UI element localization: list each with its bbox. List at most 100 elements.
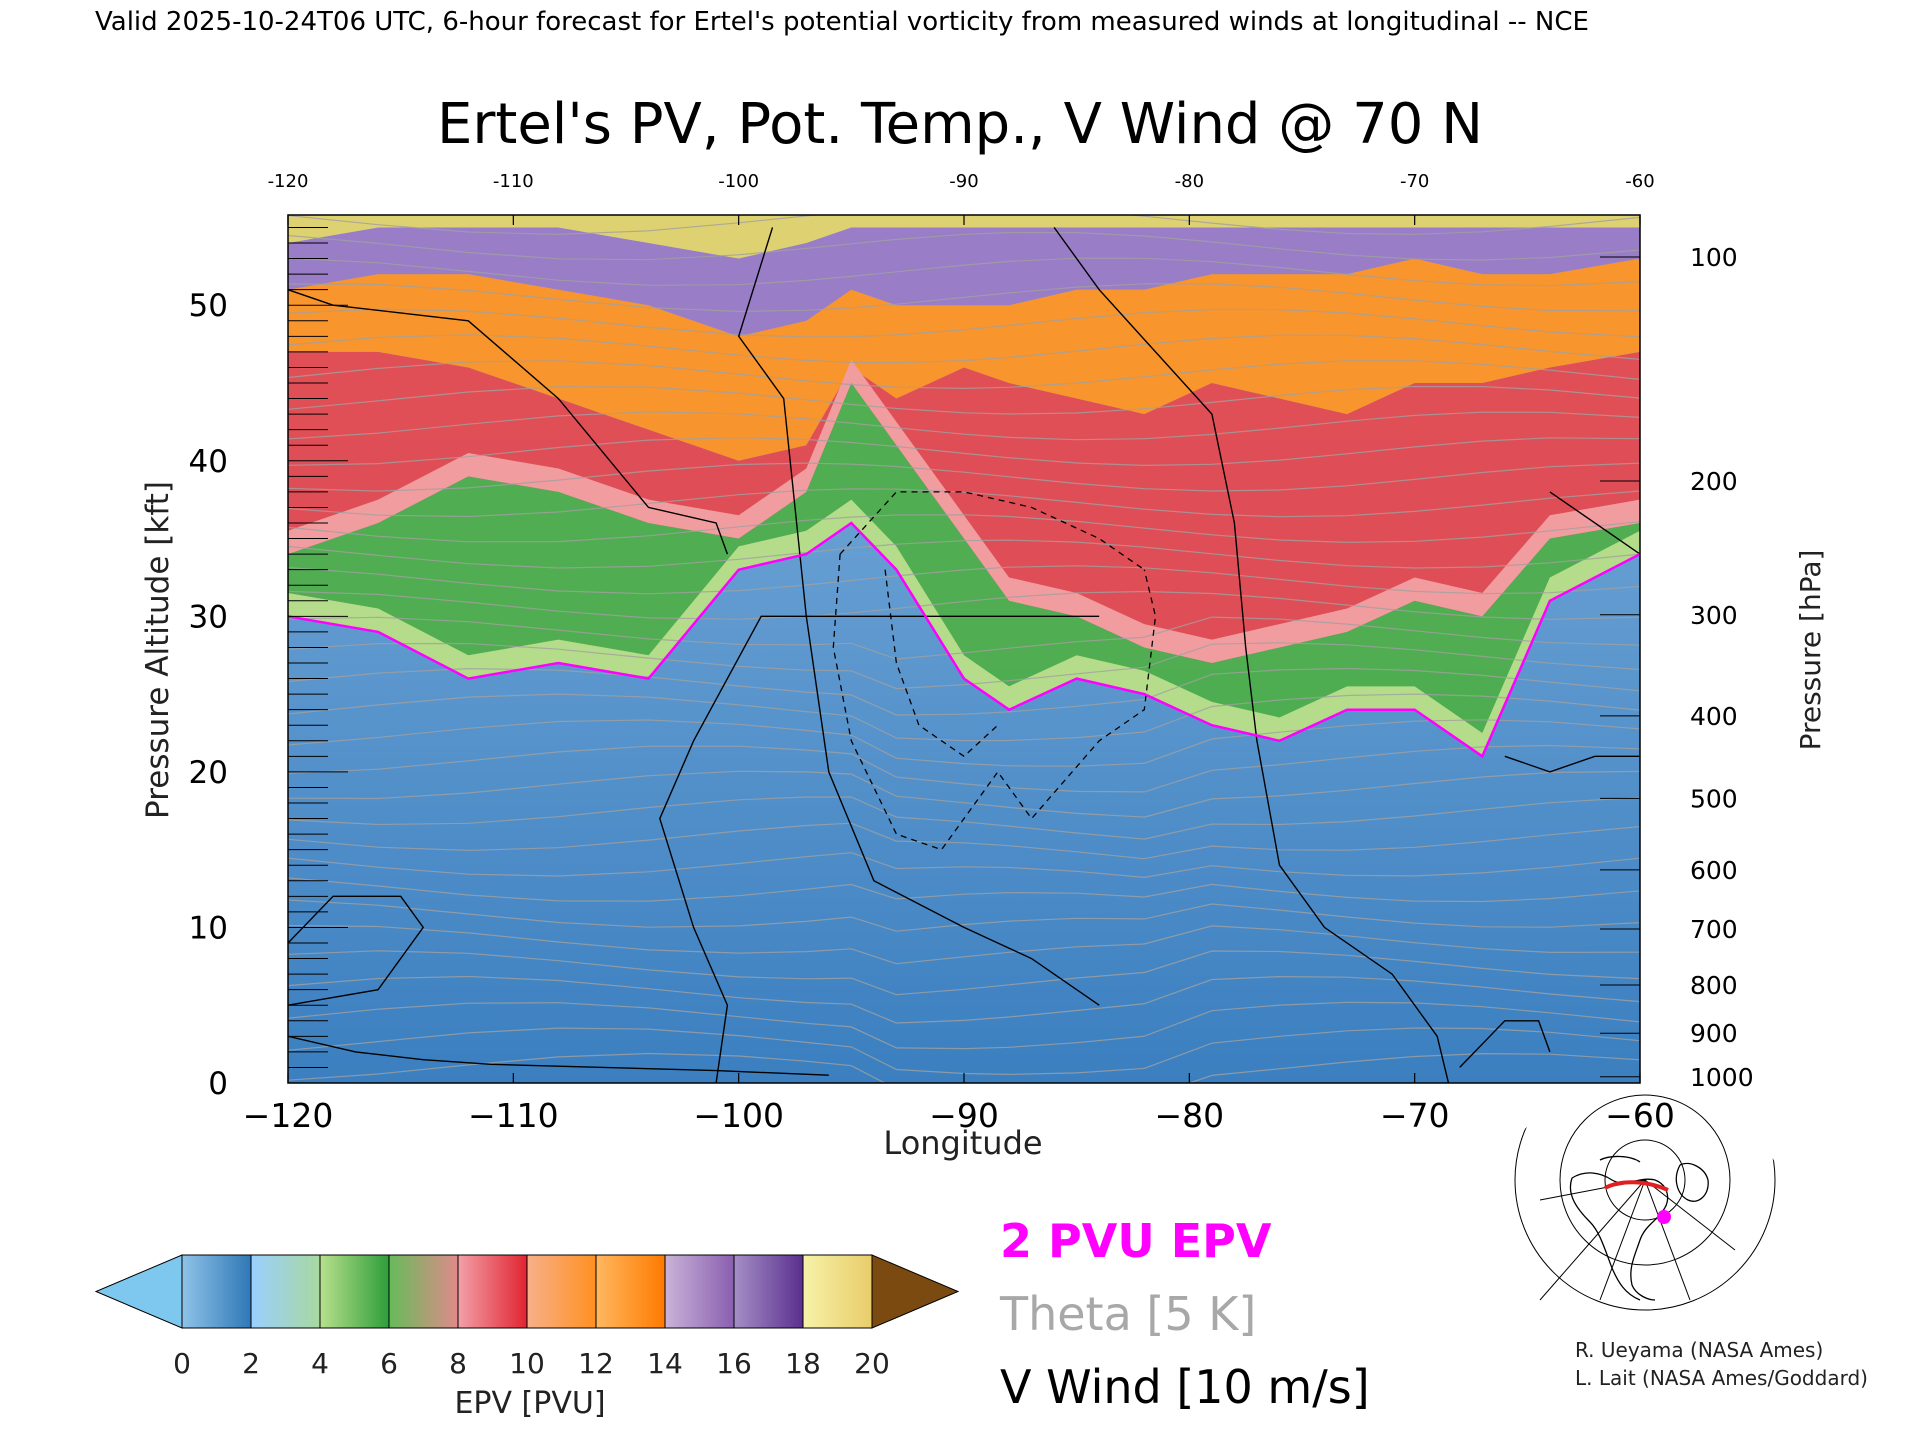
y-tick-label: 40	[189, 444, 228, 480]
v-wind-contour-solid	[288, 1035, 829, 1076]
theta-contour	[288, 693, 1640, 742]
theta-contour	[288, 975, 1640, 1024]
colorbar-segment	[319, 1254, 390, 1329]
plot-area	[288, 215, 1640, 1083]
colorbar: 0 2 4 6 8 10 12 14 16 18 20	[94, 1254, 960, 1380]
theta-contour	[288, 215, 1640, 236]
theta-contour	[288, 950, 1640, 996]
theta-contour	[288, 488, 1640, 518]
y-tick-label: 50	[189, 288, 228, 324]
v-wind-contour-solid	[1504, 755, 1640, 773]
theta-contour	[288, 924, 1640, 965]
pressure-tick-label: 200	[1690, 467, 1738, 496]
x-tick-label: −70	[1380, 1096, 1450, 1135]
y-axis-title-right: Pressure [hPa]	[1794, 550, 1827, 751]
band-14-18-pvu	[288, 227, 1640, 337]
chart-title: Ertel's PV, Pot. Temp., V Wind @ 70 N	[437, 92, 1483, 157]
theta-contour	[288, 308, 1640, 338]
pressure-tick-label: 500	[1690, 784, 1738, 813]
x-tick-label: −110	[468, 1096, 559, 1135]
top-x-tick-label: -70	[1400, 171, 1429, 192]
valid-time-header: Valid 2025-10-24T06 UTC, 6-hour forecast…	[95, 7, 1589, 37]
theta-contour	[288, 1027, 1640, 1076]
theta-contour	[288, 590, 1640, 621]
theta-contour	[288, 616, 1640, 660]
colorbar-label: EPV [PVU]	[454, 1386, 605, 1421]
two-pvu-contour	[288, 521, 1640, 759]
v-wind-contours	[288, 226, 1640, 1083]
theta-contour	[288, 436, 1640, 467]
top-x-tick-label: -100	[718, 171, 759, 192]
band-6-10-pvu	[288, 351, 1640, 663]
top-x-tick-label: -80	[1175, 171, 1204, 192]
inset-location-dot	[1657, 1210, 1671, 1224]
v-wind-contour-solid	[288, 895, 425, 1006]
v-wind-contour-solid	[1549, 491, 1640, 555]
colorbar-tick-label: 14	[647, 1347, 683, 1380]
theta-contour	[288, 744, 1640, 793]
location-inset-map	[1514, 1080, 1776, 1311]
colorbar-tick-label: 8	[449, 1347, 467, 1380]
pressure-tick-label: 700	[1690, 915, 1738, 944]
pressure-tick-label: 100	[1690, 243, 1738, 272]
v-wind-contour-solid	[737, 227, 1100, 1006]
y-axis-title-left: Pressure Altitude [kft]	[140, 481, 176, 819]
theta-contour	[288, 231, 1640, 261]
y-tick-label: 20	[189, 755, 228, 791]
band-18-20-pvu	[288, 215, 1640, 259]
pressure-tick-label: 300	[1690, 601, 1738, 630]
theta-contour	[288, 822, 1640, 860]
x-tick-label: −80	[1155, 1096, 1225, 1135]
y-tick-label: 0	[208, 1066, 228, 1102]
y-tick-label: 30	[189, 599, 228, 635]
colorbar-tick-label: 18	[785, 1347, 821, 1380]
colorbar-segment	[457, 1254, 528, 1329]
top-x-tick-label: -120	[268, 171, 309, 192]
theta-contour	[288, 539, 1640, 569]
theta-contours	[288, 215, 1640, 1083]
top-x-tick-label: -110	[493, 171, 534, 192]
colorbar-segment	[802, 1254, 873, 1329]
v-wind-contour-dashed	[832, 554, 1157, 851]
colorbar-segment	[388, 1254, 459, 1329]
axes: −120 -120 −110 -110 −100 -100 −90 -90 −80 -80 −70 -…	[189, 171, 1754, 1135]
theta-contour	[288, 899, 1640, 932]
theta-contour	[288, 514, 1640, 544]
theta-contour	[288, 1052, 1640, 1083]
x-tick-label: −120	[243, 1096, 334, 1135]
colorbar-segment	[181, 1254, 252, 1329]
top-x-tick-label: -90	[949, 171, 978, 192]
colorbar-tick-label: 0	[173, 1347, 191, 1380]
x-tick-label: −100	[693, 1096, 784, 1135]
theta-contour	[288, 334, 1640, 364]
colorbar-tick-label: 4	[311, 1347, 329, 1380]
theta-contour	[288, 796, 1640, 840]
theta-contour	[288, 283, 1640, 313]
colorbar-segment	[664, 1254, 735, 1329]
x-axis-title: Longitude	[883, 1124, 1042, 1162]
colorbar-segment	[526, 1254, 597, 1329]
colorbar-segment	[250, 1254, 321, 1329]
pressure-tick-label: 600	[1690, 856, 1738, 885]
credit-line-1: R. Ueyama (NASA Ames)	[1575, 1338, 1823, 1362]
theta-contour	[288, 719, 1640, 767]
inset-cross-section-line	[1604, 1180, 1669, 1192]
v-wind-contour-solid	[1459, 1020, 1551, 1068]
colorbar-segment	[595, 1254, 666, 1329]
theta-contour	[288, 385, 1640, 415]
v-wind-contour-dashed	[839, 491, 1145, 571]
pressure-tick-label: 900	[1690, 1019, 1738, 1048]
theta-contour	[288, 360, 1640, 390]
band-10-14-pvu	[288, 258, 1640, 461]
legend-v-wind: V Wind [10 m/s]	[1000, 1360, 1370, 1414]
credit-line-2: L. Lait (NASA Ames/Goddard)	[1575, 1366, 1868, 1390]
pressure-tick-label: 800	[1690, 971, 1738, 1000]
colorbar-tick-label: 20	[854, 1347, 890, 1380]
v-wind-contour-solid	[1053, 226, 1450, 1083]
colorbar-under-arrow	[94, 1254, 183, 1329]
theta-contour	[288, 770, 1640, 818]
x-tick-label: −90	[929, 1096, 999, 1135]
colorbar-tick-label: 16	[716, 1347, 752, 1380]
theta-contour	[288, 257, 1640, 287]
